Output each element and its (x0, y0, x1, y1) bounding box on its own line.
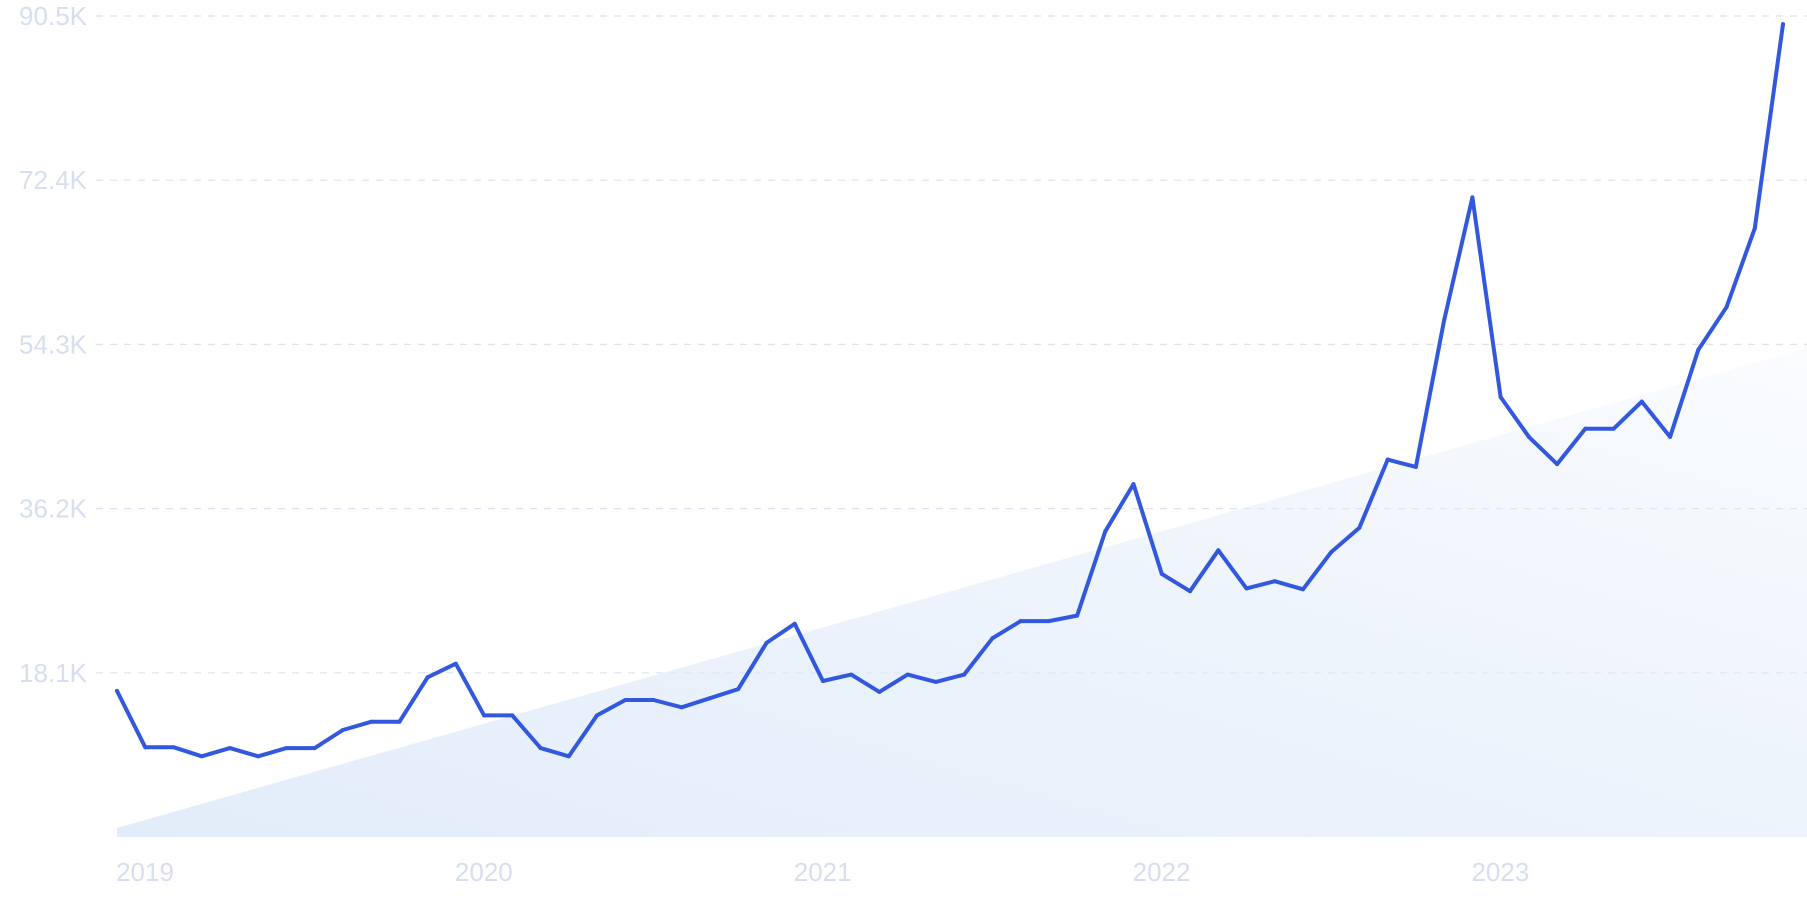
data-point (1470, 195, 1475, 200)
data-point (1046, 619, 1051, 624)
data-point (312, 746, 317, 751)
data-point (1272, 579, 1277, 584)
x-tick-label: 2019 (116, 857, 174, 887)
data-point (877, 689, 882, 694)
data-point (482, 713, 487, 718)
data-point (1555, 462, 1560, 467)
series-line (115, 22, 1785, 759)
x-tick-label: 2020 (455, 857, 513, 887)
data-point (1611, 426, 1616, 431)
y-axis-ticks: 18.1K 36.2K 54.3K 72.4K 90.5K (19, 1, 88, 688)
data-point (453, 661, 458, 666)
data-point (1244, 586, 1249, 591)
data-point (425, 675, 430, 680)
data-point (1103, 529, 1108, 534)
data-point (764, 640, 769, 645)
data-point (1159, 571, 1164, 576)
data-point (849, 672, 854, 677)
data-point (1075, 613, 1080, 618)
y-tick-label: 54.3K (19, 329, 88, 359)
trend-area (117, 348, 1807, 837)
data-point (1696, 347, 1701, 352)
data-point (369, 719, 374, 724)
data-point (143, 745, 148, 750)
trend-area-shape (117, 348, 1807, 837)
data-point (1498, 395, 1503, 399)
data-point (1216, 548, 1221, 553)
data-point (595, 713, 599, 718)
x-tick-label: 2021 (794, 857, 852, 887)
data-point (227, 746, 232, 751)
data-point (284, 746, 289, 751)
data-point (623, 698, 628, 702)
data-point (1188, 589, 1192, 594)
data-point (397, 719, 402, 724)
data-point (708, 696, 712, 701)
data-point (1668, 434, 1673, 439)
data-point (962, 672, 967, 677)
data-point (1413, 464, 1418, 469)
y-tick-label: 36.2K (19, 494, 88, 524)
data-point (905, 672, 910, 677)
data-point (1357, 525, 1362, 530)
y-tick-label: 90.5K (19, 1, 88, 31)
data-point (792, 621, 797, 626)
data-point (566, 754, 571, 759)
data-point (1385, 457, 1390, 462)
data-point (736, 687, 741, 692)
data-point (651, 698, 656, 702)
data-point (1301, 587, 1305, 592)
data-point (1442, 317, 1447, 322)
data-point (679, 705, 684, 710)
y-tick-label: 72.4K (19, 165, 88, 195)
y-tick-label: 18.1K (19, 658, 88, 688)
data-point (1526, 434, 1531, 439)
series-layer (115, 22, 1785, 759)
data-point (1583, 426, 1588, 431)
data-point (171, 745, 176, 750)
x-tick-label: 2022 (1133, 857, 1191, 887)
data-point (115, 688, 119, 693)
data-point (1329, 550, 1334, 555)
data-point (933, 679, 938, 684)
data-point (1752, 226, 1757, 231)
data-point (820, 679, 825, 683)
data-point (1639, 399, 1644, 404)
data-point (340, 728, 345, 732)
x-tick-label: 2023 (1471, 857, 1529, 887)
data-point (256, 754, 261, 759)
data-point (990, 636, 995, 641)
data-point (510, 713, 515, 718)
x-axis-ticks: 2019 2020 2021 2022 2023 (116, 857, 1529, 887)
data-point (1018, 619, 1023, 624)
data-point (1724, 305, 1729, 310)
data-point (538, 746, 543, 751)
data-point (1131, 482, 1136, 487)
data-point (1781, 22, 1785, 27)
data-point (199, 754, 204, 759)
